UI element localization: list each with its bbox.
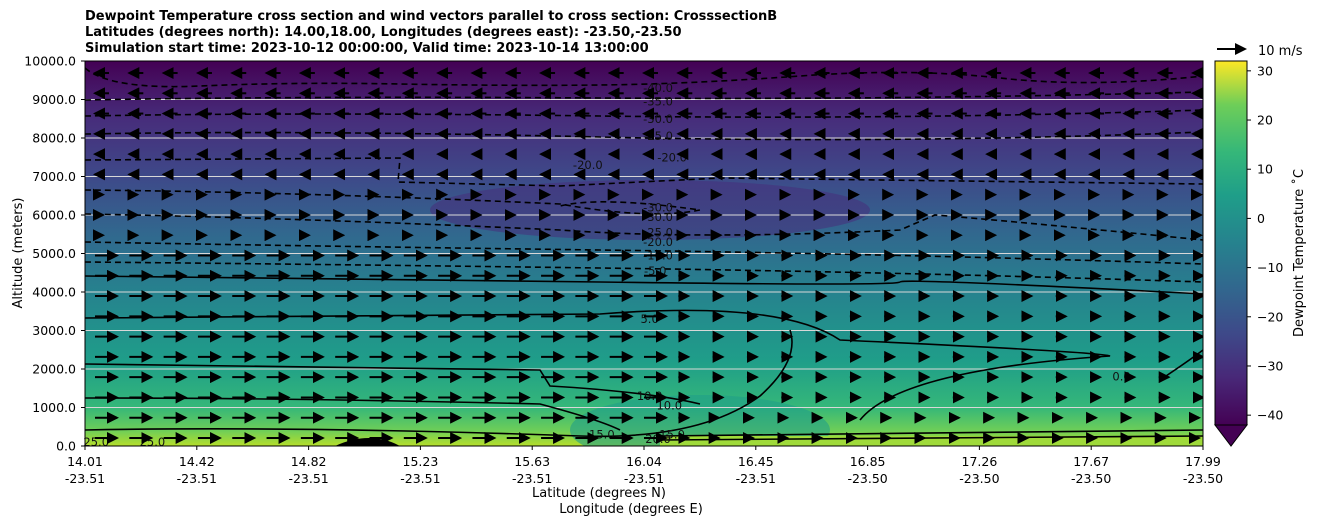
x-tick-label-lon: -23.50	[1183, 471, 1223, 486]
x-axis-ticks: 14.01 -23.51 14.42 -23.51 14.82 -23.51 15.23 -2…	[65, 446, 1223, 486]
x-tick-label-lon: -23.51	[288, 471, 328, 486]
chart-title-line-3: Simulation start time: 2023-10-12 00:00:…	[85, 41, 649, 56]
y-tick-label: 3000.0	[32, 323, 76, 338]
y-tick-label: 6000.0	[32, 208, 76, 223]
x-tick-label-lon: -23.50	[847, 471, 887, 486]
contour-label: 20.0	[645, 432, 671, 446]
contour-label: 5.0	[640, 312, 658, 326]
colorbar-tick-label: 20	[1257, 113, 1273, 128]
colorbar-label: Dewpoint Temperature ˚C	[1291, 169, 1307, 337]
contour-label: -20.0	[657, 150, 687, 164]
x-axis-label-longitude: Longitude (degrees E)	[559, 502, 703, 517]
x-tick-label-lat: 15.23	[403, 454, 439, 469]
contour-label: -25.0	[643, 129, 673, 143]
x-tick-label-lon: -23.50	[959, 471, 999, 486]
contour-label: 15.0	[589, 427, 615, 441]
y-tick-label: 5000.0	[32, 246, 76, 261]
y-tick-label: 2000.0	[32, 362, 76, 377]
wind-vectors	[93, 67, 1203, 444]
chart-title-line-1: Dewpoint Temperature cross section and w…	[85, 9, 778, 24]
y-tick-label: 0.0	[56, 439, 76, 454]
colorbar-tick-label: −30	[1257, 358, 1283, 373]
x-tick-label-lat: 14.01	[67, 454, 103, 469]
x-tick-label-lon: -23.51	[624, 471, 664, 486]
x-tick-label-lat: 15.63	[514, 454, 550, 469]
contour-label: -20.0	[573, 158, 603, 172]
x-tick-label-lat: 16.85	[850, 454, 886, 469]
y-axis-label: Altitude (meters)	[11, 198, 26, 309]
x-tick-label-lon: -23.51	[512, 471, 552, 486]
colorbar-tick-label: 10	[1257, 162, 1273, 177]
x-tick-label-lat: 16.45	[738, 454, 774, 469]
contour-label: 10.0	[656, 399, 682, 413]
y-tick-label: 8000.0	[32, 131, 76, 146]
colorbar: 30 20 10 0 −10 −20 −30 −40	[1213, 60, 1283, 447]
quiver-key-label: 10 m/s	[1258, 44, 1303, 59]
x-tick-label-lat: 17.99	[1185, 454, 1221, 469]
colorbar-tick-label: 30	[1257, 63, 1273, 78]
y-tick-label: 7000.0	[32, 169, 76, 184]
colorbar-tick-label: 0	[1257, 211, 1265, 226]
x-tick-label-lon: -23.51	[736, 471, 776, 486]
chart-title-line-2: Latitudes (degrees north): 14.00,18.00, …	[85, 25, 682, 40]
x-tick-label-lat: 17.67	[1073, 454, 1109, 469]
y-tick-label: 4000.0	[32, 285, 76, 300]
colorbar-tick-label: −40	[1257, 408, 1283, 423]
x-tick-label-lat: 16.04	[626, 454, 662, 469]
contour-label: -20.0	[643, 235, 673, 249]
y-tick-label: 9000.0	[32, 92, 76, 107]
contour-label: -30.0	[643, 210, 673, 224]
x-tick-label-lat: 14.82	[291, 454, 327, 469]
colorbar-tick-label: −10	[1257, 260, 1283, 275]
y-tick-label: 10000.0	[24, 54, 76, 69]
x-tick-label-lon: -23.51	[177, 471, 217, 486]
x-tick-label-lat: 14.42	[179, 454, 215, 469]
x-axis-label-latitude: Latitude (degrees N)	[532, 486, 666, 501]
colorbar-tick-label: −20	[1257, 309, 1283, 324]
x-tick-label-lon: -23.50	[1071, 471, 1111, 486]
y-axis-ticks: 0.0 1000.0 2000.0 3000.0 4000.0 5000.0 6000.0 7…	[24, 54, 85, 454]
x-tick-label-lon: -23.51	[65, 471, 105, 486]
x-tick-label-lon: -23.51	[400, 471, 440, 486]
y-tick-label: 1000.0	[32, 400, 76, 415]
contour-label: -35.0	[643, 94, 673, 108]
x-tick-label-lat: 17.26	[962, 454, 998, 469]
